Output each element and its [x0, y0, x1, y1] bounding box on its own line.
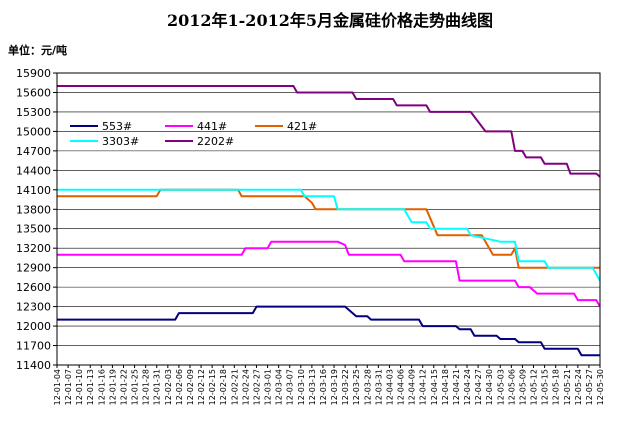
- x-tick-label: 12-05-15: [541, 369, 550, 405]
- y-tick-label: 15600: [16, 86, 51, 99]
- x-tick-label: 12-05-06: [507, 369, 516, 405]
- x-tick-label: 12-03-07: [286, 369, 295, 405]
- y-tick-label: 11700: [16, 340, 51, 353]
- x-tick-label: 12-02-24: [241, 369, 250, 405]
- legend-label: 421#: [287, 120, 317, 133]
- x-tick-label: 12-02-15: [208, 369, 217, 405]
- x-tick-label: 12-05-21: [563, 369, 572, 405]
- x-tick-label: 12-01-22: [119, 369, 128, 405]
- x-tick-label: 12-02-18: [219, 369, 228, 405]
- x-tick-label: 12-01-25: [131, 369, 140, 405]
- x-tick-label: 12-04-12: [419, 369, 428, 405]
- chart-title: 2012年1-2012年5月金属硅价格走势曲线图: [167, 11, 493, 30]
- y-tick-label: 13800: [16, 203, 51, 216]
- x-tick-label: 12-02-03: [164, 369, 173, 405]
- x-tick-label: 12-04-06: [397, 369, 406, 405]
- x-tick-label: 12-01-16: [97, 369, 106, 405]
- legend-label: 3303#: [102, 135, 139, 148]
- x-tick-label: 12-05-30: [596, 369, 605, 405]
- y-tick-label: 12600: [16, 281, 51, 294]
- y-tick-label: 12000: [16, 320, 51, 333]
- y-axis-ticks: 11400 11700 12000 12300 12600 12900 13200 13500…: [16, 67, 57, 372]
- y-tick-label: 15000: [16, 125, 51, 138]
- x-tick-label: 12-01-04: [53, 369, 62, 405]
- x-tick-label: 12-05-03: [496, 369, 505, 405]
- x-tick-label: 12-03-31: [374, 369, 383, 405]
- x-tick-label: 12-02-09: [186, 369, 195, 405]
- x-tick-label: 12-04-03: [385, 369, 394, 405]
- legend-label: 441#: [197, 120, 227, 133]
- x-tick-label: 12-03-16: [319, 369, 328, 405]
- unit-label: 单位：元/吨: [8, 43, 67, 57]
- y-tick-label: 14400: [16, 164, 51, 177]
- x-tick-label: 12-01-28: [142, 369, 151, 405]
- x-tick-label: 12-01-19: [108, 369, 117, 405]
- x-tick-label: 12-05-09: [518, 369, 527, 405]
- x-tick-label: 12-03-10: [297, 369, 306, 405]
- x-tick-label: 12-02-21: [230, 369, 239, 405]
- x-tick-label: 12-04-27: [474, 369, 483, 405]
- y-tick-label: 12900: [16, 262, 51, 275]
- x-tick-label: 12-02-12: [197, 369, 206, 405]
- x-tick-label: 12-03-01: [264, 369, 273, 405]
- legend: 553# 441# 421# 3303# 2202#: [70, 120, 317, 148]
- y-tick-label: 15900: [16, 67, 51, 80]
- y-tick-label: 11400: [16, 359, 51, 372]
- y-tick-label: 15300: [16, 106, 51, 119]
- series-line-1: [57, 240, 601, 308]
- x-tick-label: 12-01-31: [153, 369, 162, 405]
- x-tick-label: 12-04-21: [452, 369, 461, 405]
- x-tick-label: 12-04-30: [485, 369, 494, 405]
- x-tick-label: 12-05-24: [574, 369, 583, 405]
- x-axis-ticks: 12-01-04 12-01-07 12-01-10 12-01-13 12-01-16…: [53, 365, 605, 405]
- y-tick-label: 14100: [16, 184, 51, 197]
- x-tick-label: 12-03-25: [352, 369, 361, 405]
- x-tick-label: 12-04-18: [441, 369, 450, 405]
- x-tick-label: 12-02-27: [252, 369, 261, 405]
- x-tick-label: 12-03-19: [330, 369, 339, 405]
- legend-label: 553#: [102, 120, 132, 133]
- x-tick-label: 12-04-15: [430, 369, 439, 405]
- axes: [56, 72, 601, 366]
- x-tick-label: 12-03-28: [363, 369, 372, 405]
- x-tick-label: 12-05-18: [552, 369, 561, 405]
- x-tick-label: 12-01-13: [86, 369, 95, 405]
- y-tick-label: 14700: [16, 145, 51, 158]
- plot-frame: [56, 72, 601, 366]
- x-tick-label: 12-04-09: [408, 369, 417, 405]
- x-tick-label: 12-05-12: [530, 369, 539, 405]
- x-tick-label: 12-03-13: [308, 369, 317, 405]
- x-tick-label: 12-05-27: [585, 369, 594, 405]
- x-tick-label: 12-01-07: [64, 369, 73, 405]
- series-lines: [57, 85, 601, 357]
- x-tick-label: 12-04-24: [463, 369, 472, 405]
- series-line-0: [57, 305, 600, 357]
- y-tick-label: 12300: [16, 301, 51, 314]
- x-tick-label: 12-01-10: [75, 369, 84, 405]
- y-tick-label: 13200: [16, 242, 51, 255]
- x-tick-label: 12-03-04: [275, 369, 284, 405]
- legend-label: 2202#: [197, 135, 234, 148]
- x-tick-label: 12-03-22: [341, 369, 350, 405]
- series-line-3: [57, 188, 601, 282]
- y-tick-label: 13500: [16, 223, 51, 236]
- x-tick-label: 12-02-06: [175, 369, 184, 405]
- series-line-4: [57, 85, 601, 178]
